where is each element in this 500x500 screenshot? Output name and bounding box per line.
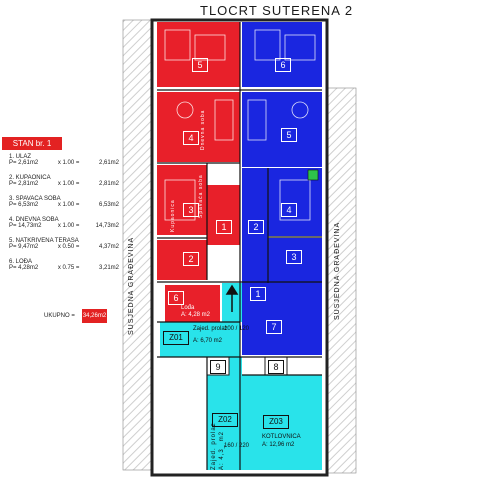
- interior-walls: [157, 22, 322, 470]
- furniture: [164, 29, 316, 221]
- right-neighbor-label: SUSJEDNA GRAĐEVINA: [334, 221, 341, 320]
- unit-heading: STAN br. 1: [2, 137, 62, 150]
- red-entry: [207, 185, 240, 245]
- vertical-room-label: Ulaz: [213, 253, 219, 268]
- room-result: 3,21m2: [98, 265, 119, 271]
- room-coef: x 1.00 =: [57, 160, 80, 166]
- room-result: 14,73m2: [95, 223, 119, 229]
- total-value: 34,26m2: [82, 309, 107, 323]
- room-result: 2,61m2: [98, 160, 119, 166]
- room-name: 6. LOĐA: [9, 259, 33, 265]
- room-entry-4: 4. DNEVNA SOBA P= 14,73m2 x 1.00 = 14,73m2: [9, 217, 119, 229]
- room-number: 5: [192, 58, 208, 72]
- room-number: 4: [183, 131, 199, 145]
- zone-name: Zajed. prolaz: [193, 326, 228, 332]
- equipment-box: [307, 169, 319, 181]
- left-neighbor-label: SUSJEDNA GRAĐEVINA: [128, 236, 135, 335]
- room-entry-2: 2. KUPAONICA P= 2,81m2 x 1.00 = 2,81m2: [9, 175, 119, 187]
- room-number: 9: [210, 360, 226, 374]
- room-entry-6: 6. LOĐA P= 4,28m2 x 0.75 = 3,21m2: [9, 259, 119, 271]
- zone-tag-z01: Z01: [163, 331, 189, 345]
- lodja-label: Lođa: [181, 305, 195, 311]
- zone-z01: [160, 322, 240, 357]
- zone-dims: 100 / 120: [224, 326, 250, 332]
- room-list: 1. ULAZ P= 2,61m2 x 1.00 = 2,61m2 2. KUPAO…: [9, 154, 119, 280]
- room-number: 4: [281, 203, 297, 217]
- room-number: 8: [268, 360, 284, 374]
- zone-area: A: 12,96 m2: [262, 442, 295, 448]
- total-label: UKUPNO =: [44, 313, 75, 319]
- room-coef: x 0.75 =: [57, 265, 80, 271]
- room-coef: x 1.00 =: [57, 202, 80, 208]
- room-number: 1: [216, 220, 232, 234]
- zone-tag-z03: Z03: [263, 415, 289, 429]
- room-name: 4. DNEVNA SOBA: [9, 217, 59, 223]
- vertical-room-label: Dnevna soba: [200, 109, 206, 150]
- blue-bath: [268, 238, 322, 283]
- room-number: 6: [168, 291, 184, 305]
- blue-lower: [242, 283, 322, 355]
- zone-name: KOTLOVNICA: [262, 434, 301, 440]
- room-number: 6: [275, 58, 291, 72]
- room-number: 3: [286, 250, 302, 264]
- room-name: 2. KUPAONICA: [9, 175, 51, 181]
- room-result: 6,53m2: [98, 202, 119, 208]
- room-name: 5. NATKRIVENA TERASA: [9, 238, 79, 244]
- room-name: 3. SPAVACA SOBA: [9, 196, 61, 202]
- room-area: P= 6,53m2: [9, 202, 39, 208]
- room-area: P= 2,81m2: [9, 181, 39, 187]
- plan-title: TLOCRT SUTERENA 2: [200, 3, 354, 18]
- blue-living: [242, 92, 322, 167]
- stair-arrow: [225, 284, 239, 312]
- room-number: 3: [183, 203, 199, 217]
- room-result: 4,37m2: [98, 244, 119, 250]
- red-terrace: [157, 22, 240, 87]
- blue-terrace: [242, 22, 322, 87]
- room-number: 2: [248, 220, 264, 234]
- room-result: 2,81m2: [98, 181, 119, 187]
- zone-area: A: 4,3_ m2: [219, 430, 225, 470]
- room-coef: x 1.00 =: [57, 181, 80, 187]
- room-area: P= 14,73m2: [9, 223, 42, 229]
- room-entry-1: 1. ULAZ P= 2,61m2 x 1.00 = 2,61m2: [9, 154, 119, 166]
- red-bath: [157, 240, 207, 280]
- room-number: 2: [183, 252, 199, 266]
- zone-z03: [242, 375, 322, 470]
- room-area: P= 4,28m2: [9, 265, 39, 271]
- building-outline: [150, 18, 329, 477]
- zone-dims: 160 / 220: [224, 443, 250, 449]
- zone-tag-z02: Z02: [212, 413, 238, 427]
- room-coef: x 0.50 =: [57, 244, 80, 250]
- room-number: 7: [266, 320, 282, 334]
- room-number: 5: [281, 128, 297, 142]
- room-entry-5: 5. NATKRIVENA TERASA P= 9,47m2 x 0.50 = 4,…: [9, 238, 119, 250]
- room-name: 1. ULAZ: [9, 154, 32, 160]
- room-coef: x 1.00 =: [57, 223, 80, 229]
- room-entry-3: 3. SPAVACA SOBA P= 6,53m2 x 1.00 = 6,53m2: [9, 196, 119, 208]
- room-number: 1: [250, 287, 266, 301]
- vertical-room-label: Spavaća soba: [198, 174, 204, 218]
- room-area: P= 9,47m2: [9, 244, 39, 250]
- lodja-area: A: 4,28 m2: [181, 312, 211, 318]
- red-living: [157, 92, 240, 162]
- left-neighbor-strip: [122, 19, 152, 471]
- vertical-room-label: Kupaonica: [170, 199, 176, 232]
- room-area: P= 2,61m2: [9, 160, 39, 166]
- right-neighbor-strip: [327, 87, 357, 474]
- zone-name: Zajed. prolaz: [211, 422, 217, 470]
- zone-area: A: 6,70 m2: [193, 338, 223, 344]
